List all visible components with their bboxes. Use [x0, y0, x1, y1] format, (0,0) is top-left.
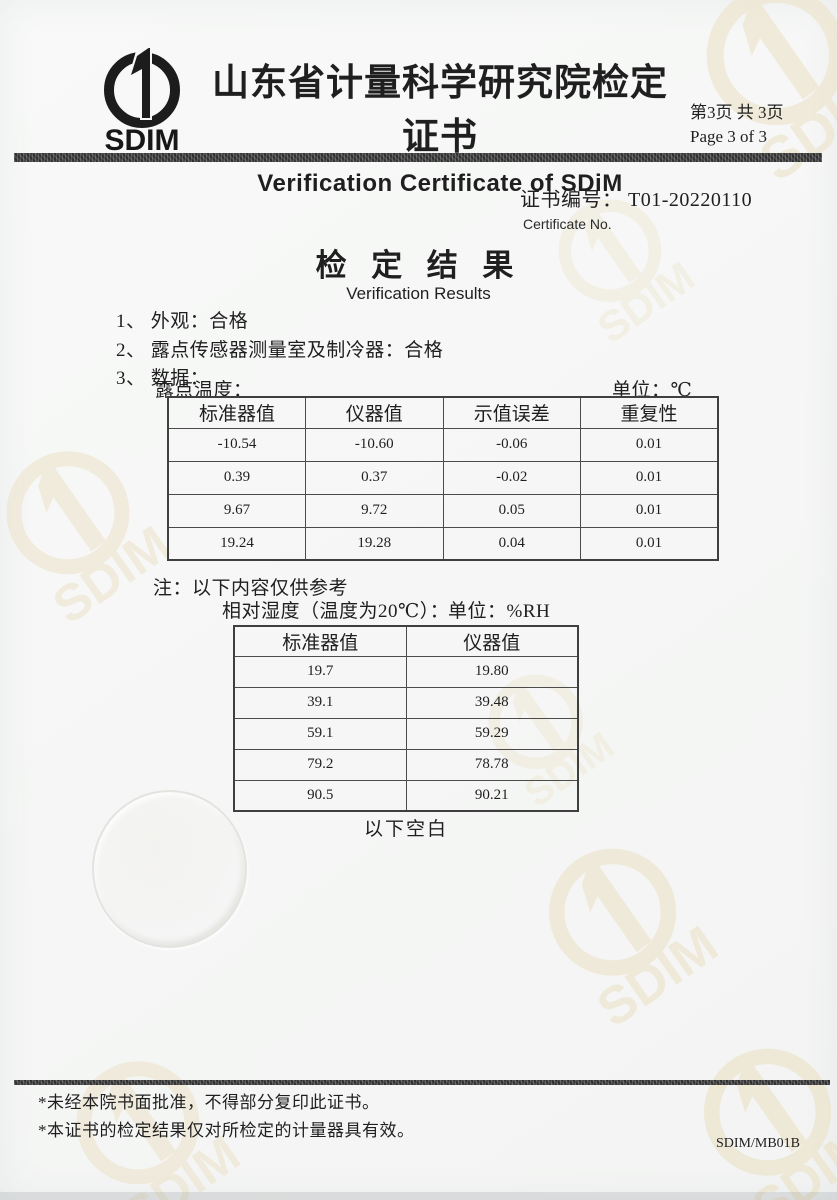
column-header: 示值误差: [442, 396, 581, 429]
table-row: 90.5 90.21: [233, 779, 579, 812]
column-header: 仪器值: [405, 625, 579, 657]
table-cell: 9.72: [305, 493, 444, 528]
embossed-seal: [92, 790, 247, 948]
table-row: 9.67 9.72 0.05 0.01: [167, 493, 719, 528]
results-title-en: Verification Results: [346, 284, 491, 303]
table-cell: 0.01: [580, 427, 719, 462]
table-cell: -10.54: [167, 427, 306, 462]
table-cell: 39.1: [233, 686, 407, 719]
table-row: 79.2 78.78: [233, 748, 579, 781]
sdim-logo-icon: SDIM: [86, 40, 198, 158]
table-cell: 9.67: [167, 493, 306, 528]
column-header: 重复性: [580, 396, 719, 429]
dew-point-caption: 露点温度：: [155, 380, 253, 401]
footer-rule: [14, 1080, 830, 1085]
table-cell: 0.05: [442, 493, 581, 528]
blank-below-label: 以下空白: [363, 819, 448, 840]
table-row: -10.54 -10.60 -0.06 0.01: [167, 427, 719, 462]
page-indicator-en: Page 3 of 3: [690, 127, 767, 146]
results-list: 1、 外观：合格 2、 露点传感器测量室及制冷器：合格 3、 数据：: [116, 308, 443, 394]
header-title-block: 山东省计量科学研究院检定证书 Verification Certificate …: [195, 52, 685, 198]
logo-text: SDIM: [105, 124, 180, 157]
org-title-en: Verification Certificate of SDiM: [257, 170, 623, 197]
humidity-table: 标准器值 仪器值 19.7 19.80 39.1 39.48 59.1 59.2…: [233, 625, 579, 812]
list-item: 2、 露点传感器测量室及制冷器：合格: [116, 339, 444, 361]
table-cell: 0.01: [580, 493, 719, 528]
table-cell: 59.1: [233, 717, 407, 750]
table-row: 0.39 0.37 -0.02 0.01: [167, 460, 719, 495]
column-header: 标准器值: [233, 625, 407, 657]
table-cell: 78.78: [405, 748, 579, 781]
humidity-unit: 单位：%RH: [448, 601, 551, 622]
dew-point-unit: 单位：℃: [612, 380, 693, 401]
certificate-number-label-en: Certificate No.: [523, 216, 612, 232]
table-cell: 39.48: [405, 686, 579, 719]
table-cell: 90.5: [233, 779, 407, 812]
list-item: 1、 外观：合格: [116, 311, 249, 332]
footer-notes: *未经本院书面批准，不得部分复印此证书。 *本证书的检定结果仅对所检定的计量器具…: [38, 1089, 415, 1144]
footer-note: *未经本院书面批准，不得部分复印此证书。: [38, 1093, 380, 1112]
page-indicator-cn: 第3页 共 3页: [690, 103, 784, 122]
table-cell: 0.01: [580, 526, 719, 561]
table-row: 19.24 19.28 0.04 0.01: [167, 526, 719, 561]
humidity-caption: 相对湿度（温度为20℃）：: [222, 601, 450, 622]
table-cell: 0.37: [305, 460, 444, 495]
table-cell: -10.60: [305, 427, 444, 462]
table-cell: -0.02: [442, 460, 581, 495]
reference-note: 注：以下内容仅供参考: [153, 578, 349, 599]
org-title-cn: 山东省计量科学研究院检定证书: [212, 63, 668, 158]
table-cell: 19.7: [233, 655, 407, 688]
table-cell: 19.80: [405, 655, 579, 688]
table-cell: 79.2: [233, 748, 407, 781]
table-row: 59.1 59.29: [233, 717, 579, 750]
table-cell: 59.29: [405, 717, 579, 750]
table-cell: -0.06: [442, 427, 581, 462]
column-header: 标准器值: [167, 396, 306, 429]
column-header: 仪器值: [305, 396, 444, 429]
list-item: 3、 数据：: [116, 368, 210, 389]
table-cell: 90.21: [405, 779, 579, 812]
results-title-cn: 检 定 结 果: [315, 248, 522, 283]
header-rule: [14, 153, 822, 162]
table-row: 19.7 19.80: [233, 655, 579, 688]
table-cell: 0.04: [442, 526, 581, 561]
table-cell: 19.28: [305, 526, 444, 561]
table-header-row: 标准器值 仪器值 示值误差 重复性: [167, 396, 719, 429]
certificate-number: 证书编号： T01-20220110: [520, 189, 753, 211]
footer-note: *本证书的检定结果仅对所检定的计量器具有效。: [38, 1120, 415, 1140]
table-cell: 0.01: [580, 460, 719, 495]
table-cell: 19.24: [167, 526, 306, 561]
form-code: SDIM/MB01B: [716, 1136, 801, 1151]
table-row: 39.1 39.48: [233, 686, 579, 719]
table-header-row: 标准器值 仪器值: [233, 625, 579, 657]
page-indicator: 第3页 共 3页 Page 3 of 3: [690, 101, 830, 149]
table-cell: 0.39: [167, 460, 306, 495]
dew-point-table: 标准器值 仪器值 示值误差 重复性 -10.54 -10.60 -0.06 0.…: [167, 396, 719, 561]
